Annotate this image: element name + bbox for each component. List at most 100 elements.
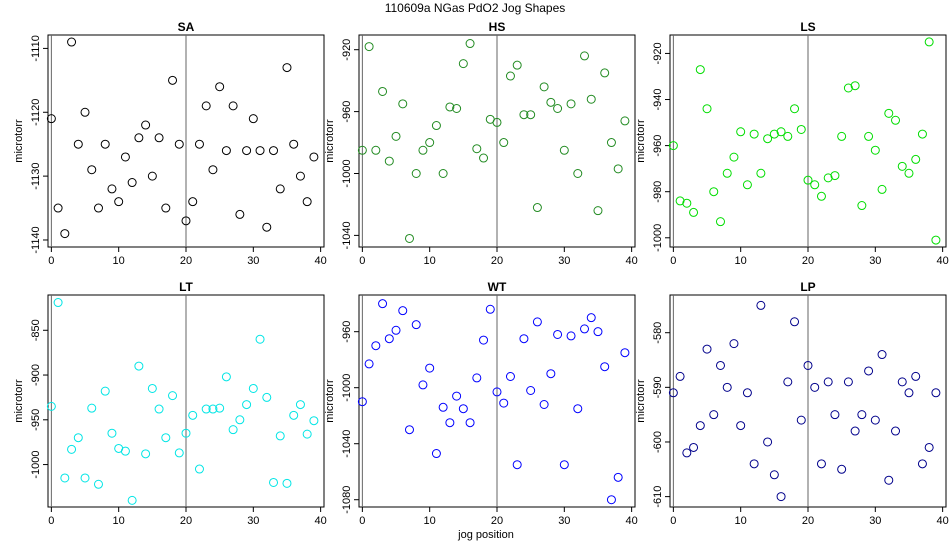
- data-point: [201, 404, 211, 414]
- data-point: [519, 110, 529, 120]
- data-point: [107, 184, 117, 194]
- data-point: [73, 433, 83, 443]
- data-point: [783, 131, 793, 141]
- data-point: [295, 400, 305, 410]
- data-point: [539, 400, 549, 410]
- data-point: [526, 385, 536, 395]
- panel-lp: LP 0 10 20 30 40 -610 -600 -590 -580 microtorr: [635, 280, 949, 527]
- y-tick-label: -1040: [341, 430, 353, 458]
- y-tick-label: -920: [652, 42, 664, 64]
- data-point: [931, 235, 941, 245]
- data-point: [586, 313, 596, 323]
- data-point: [485, 304, 495, 314]
- y-tick-label: -960: [341, 101, 353, 123]
- data-point: [255, 334, 265, 344]
- data-point: [302, 197, 312, 207]
- data-point: [127, 495, 137, 505]
- data-point: [371, 145, 381, 155]
- y-tick-label: -580: [652, 322, 664, 344]
- data-point: [546, 97, 556, 107]
- y-axis-label: microtorr: [13, 379, 25, 423]
- data-point: [803, 175, 813, 185]
- data-point: [472, 144, 482, 154]
- data-point: [87, 165, 97, 175]
- data-point: [586, 94, 596, 104]
- data-point: [188, 410, 198, 420]
- data-point: [445, 418, 455, 428]
- data-point: [465, 39, 475, 49]
- data-point: [837, 131, 847, 141]
- data-point: [573, 168, 583, 178]
- data-point: [756, 300, 766, 310]
- data-point: [736, 421, 746, 431]
- data-point: [147, 383, 157, 393]
- data-point: [248, 114, 258, 124]
- data-point: [857, 201, 867, 211]
- panel-lt: LT 0 10 20 30 40 -1000 -950 -900 -850 microtorr: [13, 280, 327, 527]
- data-point: [790, 104, 800, 114]
- data-point: [289, 410, 299, 420]
- data-point: [73, 139, 83, 149]
- data-point: [154, 404, 164, 414]
- y-tick-label: -1110: [30, 35, 42, 62]
- panel-ls: LS 0 10 20 30 40 -1000 -980 -960 -940 -920 microtor…: [635, 20, 949, 267]
- data-point: [46, 114, 56, 124]
- data-point: [709, 410, 719, 420]
- y-tick-label: -900: [30, 364, 42, 386]
- data-point: [519, 334, 529, 344]
- data-point: [465, 418, 475, 428]
- data-point: [378, 299, 388, 309]
- data-point: [606, 138, 616, 148]
- x-tick-label: 0: [359, 255, 365, 267]
- data-point: [114, 197, 124, 207]
- data-point: [709, 187, 719, 197]
- y-axis-label: microtorr: [635, 379, 647, 423]
- data-point: [702, 344, 712, 354]
- data-point: [398, 306, 408, 316]
- x-tick-label: 30: [869, 255, 881, 267]
- x-tick-label: 20: [491, 255, 503, 267]
- data-point: [884, 475, 894, 485]
- data-point: [120, 152, 130, 162]
- panel-sa: SA 0 10 20 30 40 -1140 -1130 -1120 -1110 microtorr: [13, 20, 327, 267]
- data-point: [100, 386, 110, 396]
- data-point: [438, 402, 448, 412]
- data-point: [391, 131, 401, 141]
- data-point: [620, 348, 630, 358]
- data-point: [864, 131, 874, 141]
- data-point: [141, 120, 151, 130]
- panel-title: WT: [488, 280, 507, 294]
- data-point: [452, 104, 462, 114]
- data-point: [702, 104, 712, 114]
- x-tick-label: 0: [48, 255, 54, 267]
- data-point: [221, 372, 231, 382]
- data-point: [776, 492, 786, 502]
- x-tick-label: 30: [558, 515, 570, 527]
- data-point: [120, 446, 130, 456]
- y-tick-label: -980: [652, 181, 664, 203]
- data-point: [418, 380, 428, 390]
- data-point: [282, 63, 292, 73]
- data-point: [682, 448, 692, 458]
- data-point: [80, 473, 90, 483]
- data-point: [309, 152, 319, 162]
- data-point: [445, 102, 455, 112]
- data-point: [404, 425, 414, 435]
- x-tick-label: 10: [424, 255, 436, 267]
- data-point: [269, 146, 279, 156]
- x-tick-label: 0: [48, 515, 54, 527]
- data-point: [715, 360, 725, 370]
- data-point: [505, 71, 515, 81]
- data-point: [458, 59, 468, 69]
- data-point: [668, 388, 678, 398]
- data-point: [208, 404, 218, 414]
- data-point: [613, 164, 623, 174]
- data-point: [613, 472, 623, 482]
- data-point: [877, 350, 887, 360]
- data-point: [695, 421, 705, 431]
- data-point: [127, 178, 137, 188]
- data-point: [80, 107, 90, 117]
- data-point: [763, 134, 773, 144]
- y-tick-label: -1140: [30, 226, 42, 253]
- data-point: [378, 86, 388, 96]
